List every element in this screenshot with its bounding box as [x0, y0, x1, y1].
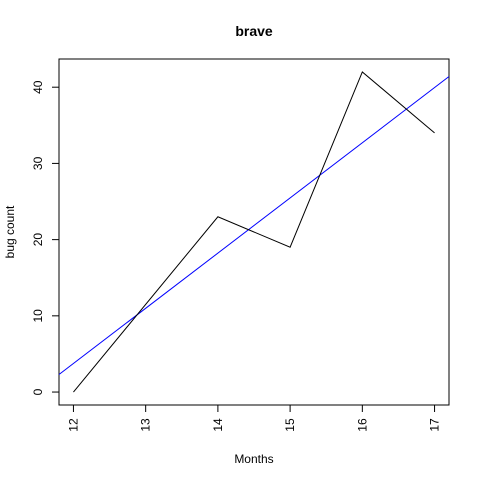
y-axis-label: bug count — [3, 205, 17, 258]
x-tick-label: 16 — [355, 418, 369, 432]
x-tick-label: 14 — [211, 418, 225, 432]
x-tick-label: 13 — [139, 418, 153, 432]
x-axis-label: Months — [234, 452, 273, 466]
series-line — [73, 71, 435, 393]
x-tick-label: 17 — [428, 418, 442, 432]
x-axis: 12 13 14 15 16 17 — [66, 405, 442, 432]
plot-marks — [58, 71, 450, 393]
y-tick-label: 20 — [31, 233, 45, 247]
x-tick-label: 12 — [66, 418, 80, 432]
chart-title: brave — [235, 23, 273, 39]
y-tick-label: 30 — [31, 156, 45, 170]
y-tick-label: 10 — [31, 309, 45, 323]
trend-line — [58, 76, 450, 375]
x-tick-label: 15 — [283, 418, 297, 432]
y-tick-label: 40 — [31, 80, 45, 94]
y-axis: 0 10 20 30 40 — [31, 80, 59, 395]
plot-area — [58, 58, 450, 406]
y-tick-label: 0 — [31, 388, 45, 395]
